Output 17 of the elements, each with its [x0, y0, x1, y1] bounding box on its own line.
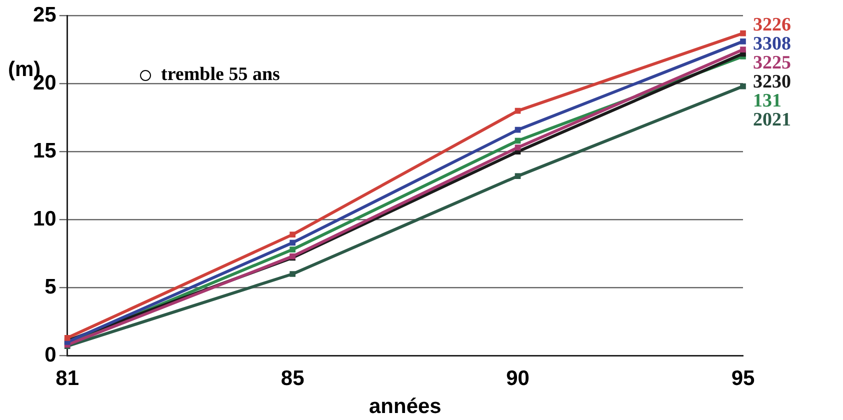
y-tick-label: 10 [33, 207, 56, 230]
series-label: 2021 [753, 110, 791, 131]
series-label: 3308 [753, 34, 791, 55]
series-label: 3230 [753, 72, 791, 93]
y-tick-label: 5 [44, 275, 57, 298]
x-tick-label: 81 [56, 366, 80, 390]
annotation: tremble 55 ans [161, 64, 280, 86]
x-tick-label: 95 [731, 366, 755, 390]
y-tick-label: 25 [33, 3, 57, 26]
x-tick-label: 90 [506, 366, 530, 390]
series-label: 3225 [753, 52, 791, 74]
series-label: 3226 [753, 14, 791, 36]
y-tick-label: 15 [33, 139, 57, 162]
x-axis-title: années [368, 395, 442, 418]
y-tick-label: 0 [44, 343, 56, 366]
x-tick-label: 85 [280, 366, 305, 390]
series-label: 131 [753, 90, 782, 112]
